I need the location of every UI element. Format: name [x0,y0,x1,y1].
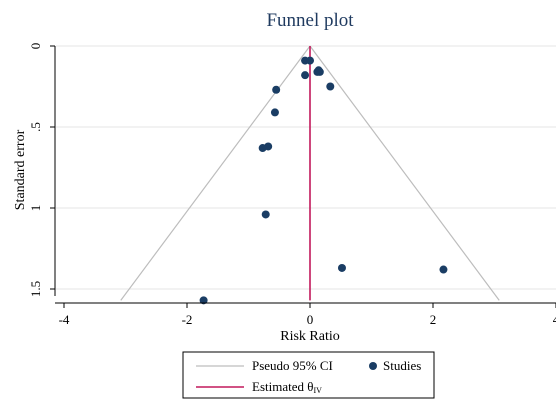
study-point-13 [439,265,448,274]
x-tick-label-3: 2 [430,312,437,327]
study-point-1 [306,56,314,65]
y-tick-label-1: .5 [28,122,43,132]
study-point-12 [337,263,346,272]
ci-line-left [120,45,311,301]
y-tick-label-3: 1.5 [28,281,43,297]
legend-box [182,351,435,399]
x-ticks: -4 -2 0 2 4 [59,303,556,327]
x-tick-label-0: -4 [59,312,70,327]
y-ticks: 0 .5 1 1.5 [28,43,55,297]
study-point-5 [301,71,310,80]
study-point-14 [199,296,208,305]
y-tick-label-2: 1 [28,205,43,212]
legend-ci-label: Pseudo 95% CI [252,358,333,373]
study-point-6 [326,82,335,91]
legend-estimate-text: Estimated θ [252,379,313,394]
y-tick-label-0: 0 [28,43,43,50]
legend-estimate-subscript: IV [313,386,322,395]
study-point-7 [272,85,281,94]
ci-line-right [309,45,500,301]
legend: Pseudo 95% CI Studies Estimated θIV [182,351,435,399]
study-point-8 [270,108,279,117]
legend-studies-label: Studies [383,358,421,373]
legend-studies-swatch [369,362,377,370]
x-axis-label: Risk Ratio [280,329,340,344]
study-point-11 [261,210,270,219]
y-axis-label: Standard error [13,129,28,210]
study-point-10 [258,144,267,153]
legend-estimate-label: Estimated θIV [252,379,322,395]
study-point-4 [313,67,322,76]
x-tick-label-4: 4 [553,312,556,327]
x-tick-label-2: 0 [307,312,314,327]
x-tick-label-1: -2 [182,312,193,327]
study-points [199,56,448,305]
grid-lines [56,45,556,290]
chart-title: Funnel plot [266,10,354,31]
